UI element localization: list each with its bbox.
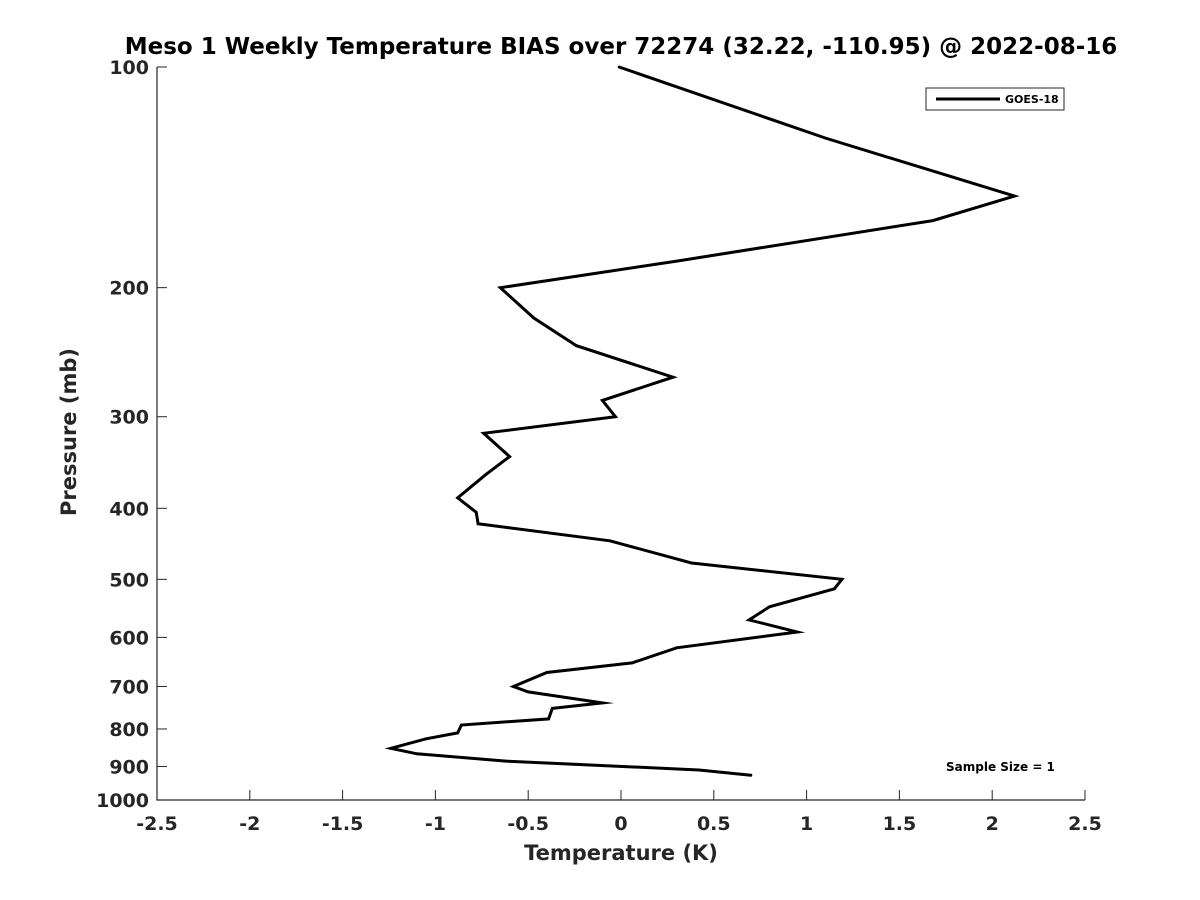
data-point bbox=[768, 605, 771, 609]
x-tick-label: 2.5 bbox=[1068, 813, 1102, 835]
y-axis-ticks: 100 200 300 400 500 600 700 800 900 1000 bbox=[96, 57, 167, 812]
y-tick-label: 600 bbox=[109, 627, 149, 649]
x-tick-label: 1.5 bbox=[883, 813, 917, 835]
data-point bbox=[508, 455, 511, 458]
data-point bbox=[575, 344, 578, 348]
x-tick-label: 1 bbox=[800, 813, 813, 835]
data-point bbox=[456, 731, 460, 735]
y-tick-label: 100 bbox=[109, 57, 149, 79]
data-point bbox=[671, 375, 675, 379]
data-point bbox=[747, 618, 751, 622]
data-point bbox=[504, 759, 508, 763]
y-tick-label: 200 bbox=[109, 278, 149, 300]
data-point bbox=[545, 671, 549, 674]
data-point bbox=[823, 136, 827, 140]
data-point bbox=[601, 399, 604, 402]
plot-area: -2.5 -2 -1.5 -1 -0.5 0 0.5 1 1.5 2 2.5 100 200 300 40… bbox=[96, 57, 1102, 835]
series-layer bbox=[384, 65, 1020, 777]
x-tick-label: -1.5 bbox=[322, 813, 364, 835]
data-point bbox=[795, 630, 799, 634]
data-point bbox=[675, 259, 679, 263]
data-point bbox=[630, 661, 634, 665]
data-point bbox=[474, 510, 478, 514]
data-point bbox=[840, 577, 844, 581]
data-point bbox=[512, 685, 515, 688]
data-point bbox=[499, 286, 502, 290]
x-tick-label: -1 bbox=[425, 813, 446, 835]
y-tick-label: 700 bbox=[109, 676, 149, 698]
data-point bbox=[617, 65, 621, 69]
y-tick-label: 500 bbox=[109, 569, 149, 591]
x-tick-label: -2 bbox=[239, 813, 260, 835]
y-axis-label: Pressure (mb) bbox=[57, 348, 81, 516]
data-point bbox=[415, 752, 419, 756]
data-point bbox=[690, 561, 693, 565]
data-point bbox=[697, 768, 701, 772]
data-point bbox=[456, 496, 460, 500]
x-axis-label: Temperature (K) bbox=[524, 841, 718, 865]
data-point bbox=[931, 219, 935, 223]
data-point bbox=[614, 415, 617, 419]
x-tick-label: -0.5 bbox=[507, 813, 549, 835]
x-tick-label: 2 bbox=[986, 813, 999, 835]
data-point bbox=[482, 431, 486, 435]
data-point bbox=[550, 707, 554, 710]
series-line-goes-18 bbox=[384, 65, 1020, 777]
legend: GOES-18 bbox=[925, 87, 1065, 111]
data-point bbox=[1013, 194, 1016, 198]
data-point bbox=[389, 746, 393, 750]
data-point bbox=[608, 539, 612, 543]
x-tick-label: -2.5 bbox=[136, 813, 178, 835]
y-tick-label: 900 bbox=[109, 756, 149, 778]
data-point bbox=[601, 701, 604, 705]
y-tick-label: 400 bbox=[109, 498, 149, 520]
y-tick-label: 1000 bbox=[96, 790, 149, 812]
legend-entry-goes-18: GOES-18 bbox=[1005, 93, 1059, 106]
x-tick-label: 0 bbox=[614, 813, 627, 835]
data-point bbox=[424, 737, 428, 741]
data-point bbox=[476, 522, 480, 526]
data-point bbox=[460, 723, 463, 727]
x-tick-label: 0.5 bbox=[697, 813, 731, 835]
y-tick-label: 800 bbox=[109, 719, 149, 741]
sample-size-annotation: Sample Size = 1 bbox=[946, 760, 1055, 774]
data-point bbox=[526, 690, 530, 694]
y-tick-label: 300 bbox=[109, 407, 149, 429]
data-point bbox=[749, 773, 753, 777]
data-point bbox=[484, 473, 487, 477]
data-point bbox=[547, 717, 550, 721]
data-point bbox=[675, 646, 679, 650]
chart-title: Meso 1 Weekly Temperature BIAS over 7227… bbox=[125, 34, 1118, 60]
data-point bbox=[532, 316, 536, 320]
x-axis-ticks: -2.5 -2 -1.5 -1 -0.5 0 0.5 1 1.5 2 2.5 bbox=[136, 790, 1102, 835]
data-point bbox=[833, 587, 836, 591]
